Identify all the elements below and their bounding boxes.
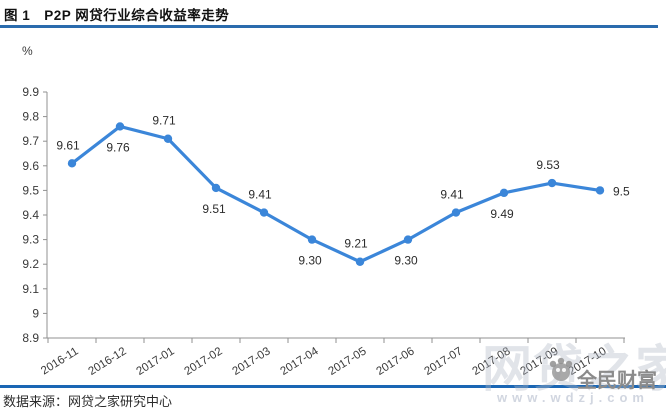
data-point[interactable] <box>451 208 461 217</box>
y-tick-label: 9.7 <box>22 134 39 148</box>
data-label: 9.51 <box>202 202 226 216</box>
y-tick-label: 9.4 <box>22 208 39 222</box>
y-tick-label: 8.9 <box>22 331 39 345</box>
y-tick-label: 9.2 <box>22 257 39 271</box>
footer-divider <box>0 385 666 388</box>
data-label: 9.30 <box>298 254 322 268</box>
data-point[interactable] <box>547 178 557 188</box>
data-label: 9.76 <box>106 140 130 154</box>
x-tick-label: 2017-10 <box>566 345 608 378</box>
y-tick-label: 9 <box>32 306 39 320</box>
y-tick-label: 9.1 <box>22 282 39 296</box>
x-tick-label: 2017-08 <box>470 345 512 378</box>
x-tick-label: 2017-02 <box>182 345 224 378</box>
trend-line <box>70 124 602 264</box>
data-point[interactable] <box>67 159 77 168</box>
x-tick-label: 2017-05 <box>326 345 368 378</box>
data-label: 9.71 <box>152 114 176 128</box>
data-label: 9.49 <box>490 207 514 221</box>
y-axis-unit-label: % <box>22 44 33 58</box>
data-point[interactable] <box>595 186 605 195</box>
y-tick-label: 9.8 <box>22 110 39 124</box>
data-point[interactable] <box>163 134 173 143</box>
y-tick-label: 9.3 <box>22 233 39 247</box>
data-label: 9.5 <box>613 184 630 198</box>
data-label: 9.41 <box>248 188 272 202</box>
x-tick-label: 2017-01 <box>134 345 176 378</box>
data-point[interactable] <box>211 183 221 193</box>
x-tick-label: 2016-11 <box>39 345 80 377</box>
data-point[interactable] <box>499 188 509 198</box>
data-label: 9.61 <box>56 138 80 152</box>
figure-title: 图 1 P2P 网贷行业综合收益率走势 <box>4 8 230 23</box>
x-tick-label: 2017-09 <box>518 345 560 378</box>
data-point[interactable] <box>355 257 365 266</box>
y-tick-label: 9.6 <box>22 159 39 173</box>
y-tick-label: 9.5 <box>22 183 39 197</box>
data-label: 9.30 <box>394 254 418 268</box>
data-point[interactable] <box>259 208 269 217</box>
data-point[interactable] <box>403 235 413 244</box>
data-point[interactable] <box>115 122 125 131</box>
data-point[interactable] <box>307 235 317 244</box>
x-tick-label: 2017-03 <box>230 345 272 378</box>
x-tick-label: 2017-04 <box>278 345 321 378</box>
y-tick-label: 9.9 <box>22 85 39 99</box>
x-tick-label: 2017-06 <box>374 345 416 378</box>
data-label: 9.41 <box>440 188 464 202</box>
x-tick-label: 2016-12 <box>86 345 128 378</box>
title-divider <box>0 25 658 28</box>
data-label: 9.53 <box>536 158 560 172</box>
data-source: 数据来源：网贷之家研究中心 <box>3 394 173 409</box>
data-label: 9.21 <box>344 237 368 251</box>
x-tick-label: 2017-07 <box>422 345 464 378</box>
